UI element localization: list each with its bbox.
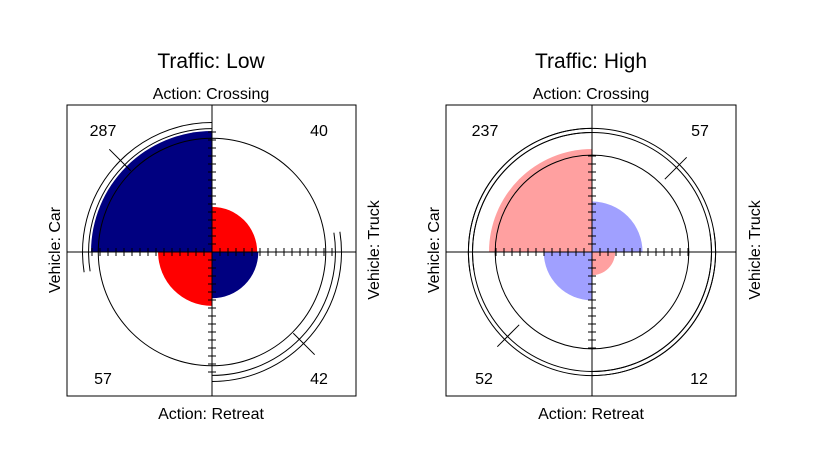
count-truck-crossing: 40	[310, 123, 328, 140]
quadrant-truck-crossing	[592, 201, 643, 252]
overlay-group	[67, 105, 356, 396]
quadrant-truck-retreat	[212, 252, 259, 299]
count-car-crossing: 287	[90, 123, 117, 140]
leader-line-upper	[664, 156, 688, 180]
overlay-group	[446, 105, 736, 396]
count-car-retreat: 57	[94, 371, 112, 388]
leader-line-lower	[292, 332, 316, 356]
panel-title: Traffic: High	[535, 50, 647, 73]
top-label: Action: Crossing	[153, 86, 270, 103]
right-label: Vehicle: Truck	[366, 199, 383, 300]
quadrant-car-retreat	[543, 252, 592, 301]
confidence-ring-inner-upper	[88, 128, 213, 272]
leader-line-lower	[496, 324, 520, 348]
quadrant-truck-retreat	[592, 252, 616, 276]
left-label: Vehicle: Car	[47, 206, 64, 293]
panel-traffic-high: Traffic: High Action: Crossing Action: R…	[426, 50, 764, 423]
panel-title: Traffic: Low	[157, 50, 265, 73]
top-label: Action: Crossing	[533, 86, 650, 103]
count-car-crossing: 237	[472, 123, 499, 140]
count-car-retreat: 52	[475, 371, 493, 388]
quadrant-car-crossing	[489, 149, 592, 252]
count-truck-retreat: 42	[310, 371, 328, 388]
count-truck-crossing: 57	[691, 123, 709, 140]
quadrant-group	[489, 149, 643, 301]
quadrant-group	[91, 131, 259, 306]
quadrant-truck-crossing	[212, 206, 258, 252]
confidence-ring-outer-upper	[82, 122, 213, 273]
panel-traffic-low: Traffic: Low Action: Crossing Action: Re…	[47, 50, 383, 423]
quadrant-car-retreat	[158, 252, 212, 306]
confidence-ring-outer-lower	[211, 231, 342, 382]
confidence-ring-inner-lower	[211, 232, 336, 376]
bottom-label: Action: Retreat	[158, 406, 264, 423]
bottom-label: Action: Retreat	[538, 406, 644, 423]
right-label: Vehicle: Truck	[747, 199, 764, 300]
left-label: Vehicle: Car	[426, 206, 443, 293]
leader-line-upper	[108, 148, 132, 172]
quadrant-car-crossing	[91, 131, 212, 252]
panel-frame	[445, 104, 737, 397]
count-truck-retreat: 12	[690, 371, 708, 388]
